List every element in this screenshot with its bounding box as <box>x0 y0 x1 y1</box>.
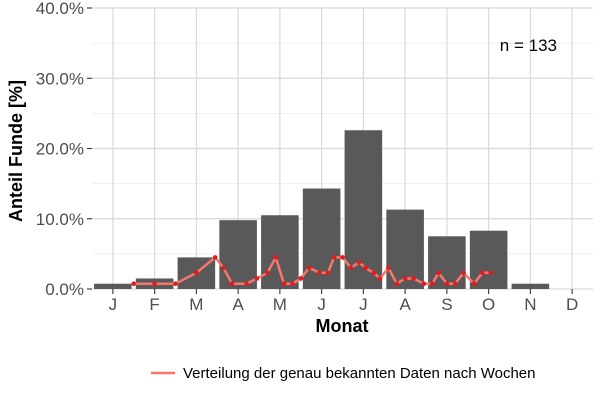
bar-7 <box>344 130 383 289</box>
weekly-point <box>348 265 354 271</box>
weekly-point <box>152 281 157 287</box>
x-tick-label: S <box>441 295 452 314</box>
x-tick-label: J <box>359 295 368 314</box>
weekly-point <box>377 276 383 281</box>
bar-5 <box>261 215 299 289</box>
weekly-point <box>371 270 377 276</box>
weekly-point <box>194 270 199 276</box>
y-tick-label: 20.0% <box>36 140 84 159</box>
weekly-point <box>444 281 450 287</box>
x-tick-label: O <box>482 295 495 314</box>
weekly-point <box>173 281 178 287</box>
x-tick-label: M <box>273 295 287 314</box>
x-axis-title: Monat <box>316 316 369 336</box>
y-tick-label: 30.0% <box>36 69 84 88</box>
weekly-point <box>480 270 485 276</box>
weekly-point <box>488 270 494 276</box>
weekly-point <box>429 281 435 287</box>
x-tick-label: A <box>232 295 244 314</box>
y-axis-title: Anteil Funde [%] <box>6 80 26 222</box>
weekly-point <box>411 276 416 281</box>
x-tick-label: D <box>566 295 578 314</box>
weekly-point <box>244 281 249 287</box>
weekly-point <box>436 270 441 276</box>
weekly-point <box>273 255 279 260</box>
x-tick-label: M <box>189 295 203 314</box>
legend-label: Verteilung der genau bekannten Daten nac… <box>183 365 536 382</box>
line-layer <box>131 255 494 287</box>
bar-11 <box>511 283 550 289</box>
weekly-point <box>386 265 391 271</box>
weekly-point <box>221 265 226 271</box>
weekly-point <box>265 270 270 276</box>
weekly-point <box>325 270 331 276</box>
weekly-point <box>212 255 218 260</box>
weekly-point <box>340 255 345 260</box>
weekly-point <box>281 281 287 287</box>
x-tick-label: J <box>109 295 118 314</box>
bar-1 <box>94 283 132 289</box>
sample-size-annotation: n = 133 <box>500 36 557 55</box>
weekly-point <box>131 281 137 287</box>
weekly-point <box>363 265 368 271</box>
weekly-point <box>402 276 408 281</box>
y-tick-label: 0.0% <box>45 280 84 299</box>
legend: Verteilung der genau bekannten Daten nac… <box>151 365 536 382</box>
y-tick-label: 40.0% <box>36 0 84 18</box>
y-tick-labels: 0.0% 10.0% 20.0% 30.0% 40.0% <box>36 0 92 299</box>
x-tick-label: A <box>399 295 411 314</box>
weekly-point <box>254 276 260 281</box>
weekly-point <box>421 281 427 287</box>
bar-4 <box>219 220 257 289</box>
weekly-point <box>356 260 362 265</box>
x-tick-label: N <box>524 295 536 314</box>
weekly-point <box>298 276 304 281</box>
weekly-point <box>394 281 400 287</box>
weekly-point <box>290 281 295 287</box>
weekly-point <box>229 281 235 287</box>
weekly-point <box>331 255 337 260</box>
weekly-point <box>306 265 312 271</box>
x-tick-label: J <box>317 295 326 314</box>
x-tick-label: F <box>149 295 159 314</box>
weekly-point <box>471 281 477 287</box>
weekly-point <box>461 270 466 276</box>
weekly-point <box>452 281 458 287</box>
y-tick-label: 10.0% <box>36 210 84 229</box>
weekly-point <box>317 270 322 276</box>
grid-layer <box>92 7 593 290</box>
